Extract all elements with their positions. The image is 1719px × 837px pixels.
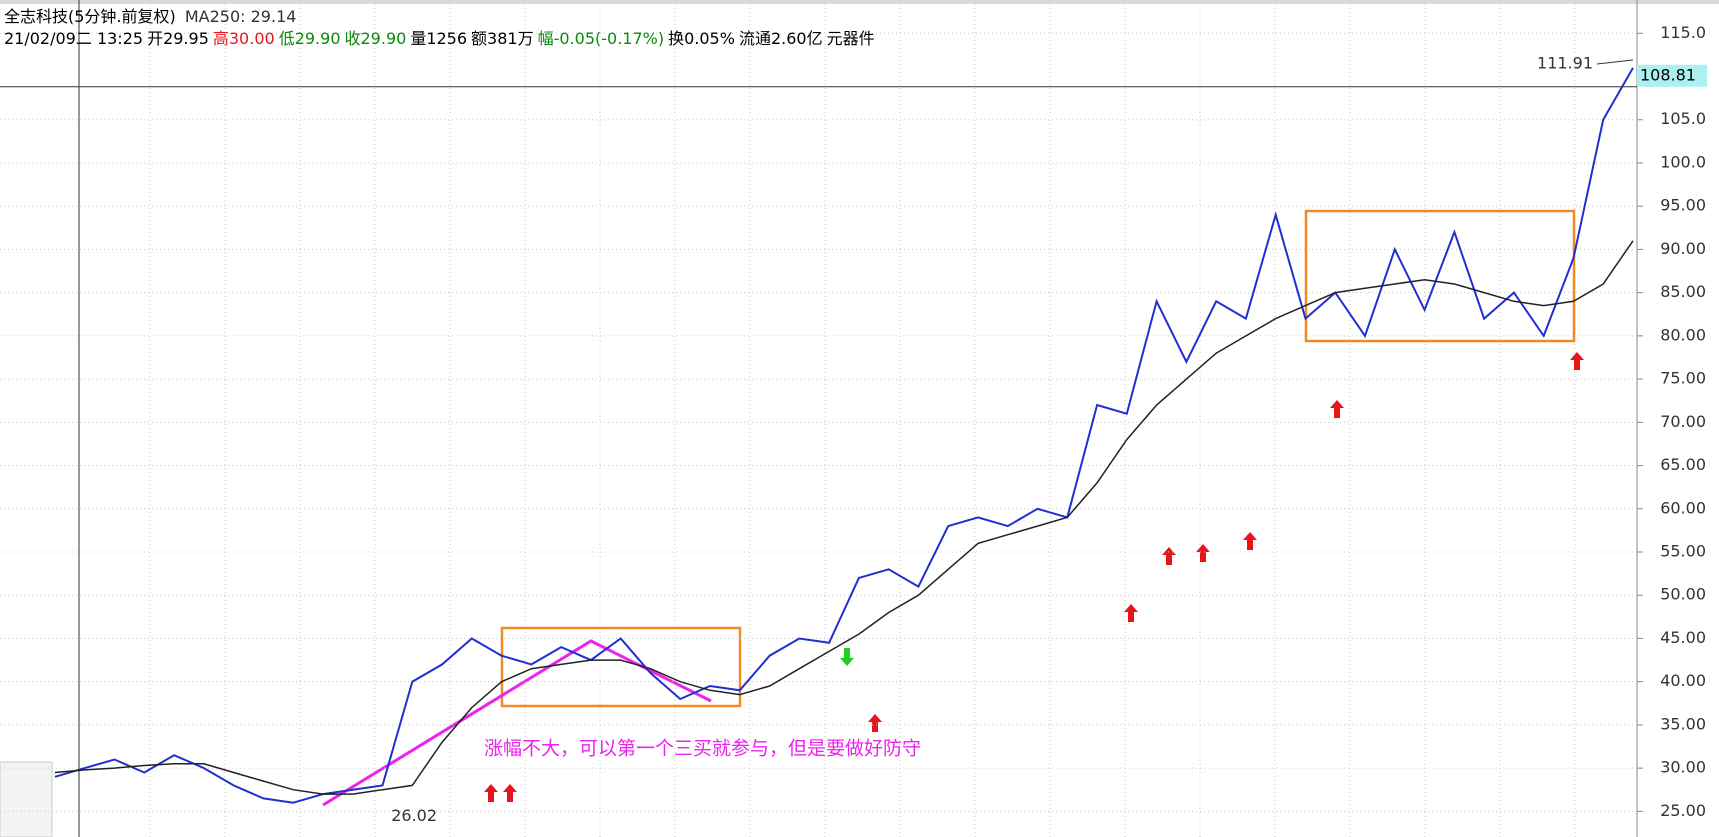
trend-stroke bbox=[322, 639, 712, 807]
cursor-label: 108.81 bbox=[1640, 65, 1696, 84]
y-tick-label: 70.00 bbox=[1660, 412, 1706, 431]
buy-arrow bbox=[1196, 544, 1210, 562]
buy-arrow bbox=[868, 714, 882, 732]
y-tick-label: 60.00 bbox=[1660, 498, 1706, 517]
y-tick-label: 40.00 bbox=[1660, 671, 1706, 690]
info-item: 额381万 bbox=[471, 29, 534, 48]
buy-arrow bbox=[1243, 532, 1257, 550]
buy-arrows bbox=[484, 352, 1584, 802]
stock-title: 全志科技(5分钟.前复权) bbox=[4, 7, 176, 26]
header-row: 全志科技(5分钟.前复权) MA250: 29.14 bbox=[4, 6, 879, 28]
toolbox[interactable] bbox=[0, 761, 53, 837]
info-item: 换0.05% bbox=[668, 29, 735, 48]
vertical-grid bbox=[149, 0, 1576, 837]
indicator: MA250: 29.14 bbox=[184, 7, 297, 26]
buy-arrow bbox=[1570, 352, 1584, 370]
buy-arrow bbox=[484, 784, 498, 802]
y-tick-label: 85.00 bbox=[1660, 282, 1706, 301]
y-tick-label: 35.00 bbox=[1660, 714, 1706, 733]
series-line bbox=[54, 67, 1634, 804]
buy-arrow bbox=[1330, 400, 1344, 418]
y-tick-label: 80.00 bbox=[1660, 325, 1706, 344]
range-box bbox=[1304, 209, 1576, 343]
annotation: 涨幅不大，可以第一个三买就参与，但是要做好防守 bbox=[484, 738, 921, 760]
y-tick-label: 65.00 bbox=[1660, 455, 1706, 474]
y-tick-label: 100.0 bbox=[1660, 152, 1706, 171]
header-row: 21/02/09二 13:25 开29.95 高30.00 低29.90 收29.90 量… bbox=[4, 28, 879, 50]
y-tick-label: 115.0 bbox=[1660, 23, 1706, 42]
info-item: 收29.90 bbox=[344, 29, 407, 48]
y-tick-label: 25.00 bbox=[1660, 801, 1706, 820]
info-item: 元器件 bbox=[826, 29, 875, 48]
series-line bbox=[54, 240, 1634, 795]
range-box bbox=[500, 626, 742, 708]
sell-arrow bbox=[840, 648, 854, 666]
info-item: 幅-0.05(-0.17%) bbox=[537, 29, 665, 48]
y-tick-label: 30.00 bbox=[1660, 758, 1706, 777]
info-item: 开29.95 bbox=[147, 29, 209, 48]
y-tick-label: 95.00 bbox=[1660, 196, 1706, 215]
low-label: 26.02 bbox=[391, 806, 437, 825]
high-label: 111.91 bbox=[1537, 54, 1593, 73]
buy-arrow bbox=[1162, 547, 1176, 565]
info-item: 量1256 bbox=[410, 29, 468, 48]
header: 全志科技(5分钟.前复权) MA250: 29.14 21/02/09二 13:… bbox=[4, 6, 879, 50]
info-item: 21/02/09二 13:25 bbox=[4, 29, 144, 48]
y-tick-label: 75.00 bbox=[1660, 369, 1706, 388]
y-tick-label: 90.00 bbox=[1660, 239, 1706, 258]
buy-arrow bbox=[1124, 604, 1138, 622]
info-item: 高30.00 bbox=[212, 29, 275, 48]
cursor-label-bg bbox=[1637, 64, 1707, 87]
y-tick-label: 55.00 bbox=[1660, 542, 1706, 561]
y-tick-label: 105.0 bbox=[1660, 109, 1706, 128]
top-bar bbox=[0, 0, 1719, 4]
y-tick-label: 45.00 bbox=[1660, 628, 1706, 647]
info-item: 流通2.60亿 bbox=[738, 29, 823, 48]
info-item: 低29.90 bbox=[278, 29, 341, 48]
y-tick-label: 50.00 bbox=[1660, 585, 1706, 604]
buy-arrow bbox=[503, 784, 517, 802]
high-pointer bbox=[1596, 59, 1634, 65]
